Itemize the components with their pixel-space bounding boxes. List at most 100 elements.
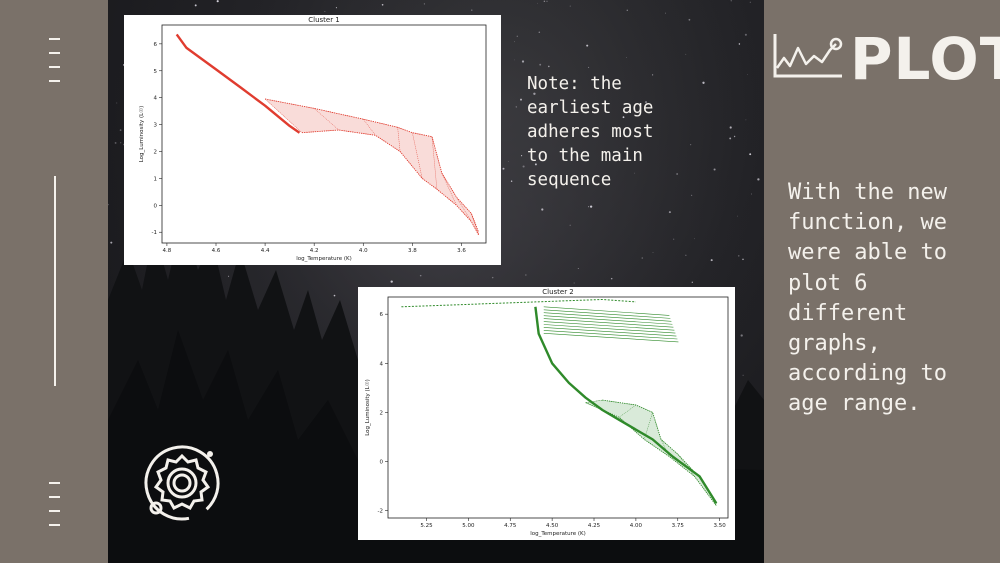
star [694, 238, 695, 240]
cluster-1-plot: Cluster 1 log_Temperature (K) Log_Luminosi… [139, 16, 487, 262]
star [539, 63, 542, 66]
star [622, 116, 625, 119]
star [673, 238, 675, 240]
description-text: With the new function, we were able to p… [788, 180, 947, 417]
star [577, 267, 579, 270]
star [588, 66, 590, 68]
x-tick-label: 5.25 [420, 523, 433, 529]
isochrone-track [618, 404, 637, 418]
left-rail [0, 0, 108, 563]
x-tick-label: 4.6 [212, 248, 221, 254]
star [514, 59, 515, 61]
x-tick-label: 4.4 [261, 248, 270, 254]
star [108, 203, 109, 206]
star [652, 251, 654, 253]
y-tick-label: 0 [154, 203, 158, 209]
giant-branch-track [543, 330, 678, 340]
star [626, 56, 628, 58]
line-chart-icon [773, 34, 843, 78]
star [644, 101, 648, 104]
star [569, 224, 571, 226]
y-tick-label: 1 [154, 176, 158, 182]
star [651, 74, 654, 76]
x-tick-label: 3.75 [672, 523, 685, 529]
star [333, 294, 336, 297]
star [641, 257, 644, 259]
star [710, 259, 713, 262]
isochrone-track [397, 127, 401, 152]
plot-frame [161, 24, 487, 244]
star [742, 374, 744, 376]
star [587, 206, 590, 208]
rail-dash [49, 496, 60, 498]
main-sequence-line [534, 306, 718, 504]
star [744, 33, 747, 36]
star [589, 205, 593, 208]
star [586, 44, 589, 47]
star [749, 153, 752, 156]
note-text: Note: the earliest age adheres most to t… [527, 74, 654, 190]
isochrone-track [431, 136, 438, 190]
star [702, 81, 705, 84]
star [676, 173, 678, 175]
giant-branch-track [543, 309, 671, 319]
star [120, 142, 122, 144]
isochrone-track [363, 119, 376, 136]
isochrone-band [584, 399, 717, 507]
y-tick-label: 2 [380, 410, 384, 416]
star [491, 276, 494, 279]
star [515, 106, 517, 108]
cluster-2-plot: Cluster 2 log_Temperature (K) Log_Luminosi… [365, 288, 729, 537]
isochrone-upper [265, 98, 480, 233]
isochrone-track [677, 454, 695, 477]
star [534, 163, 537, 166]
star [114, 141, 117, 144]
star [419, 274, 422, 277]
isochrone-lower [301, 129, 479, 236]
star [583, 134, 584, 135]
star [324, 11, 326, 12]
star [514, 41, 515, 43]
star [665, 12, 666, 14]
rail-dash [49, 80, 60, 82]
star [688, 18, 691, 21]
right-panel [764, 0, 1000, 563]
star [538, 31, 541, 33]
star [746, 74, 748, 76]
star [729, 137, 732, 140]
star [543, 0, 546, 3]
star [216, 0, 219, 3]
y-tick-label: 6 [154, 42, 158, 48]
star [738, 255, 740, 257]
x-tick-label: 4.25 [588, 523, 601, 529]
isochrone-track [471, 213, 479, 236]
star [381, 3, 384, 6]
x-tick-label: 4.8 [163, 248, 172, 254]
giant-branch-track [543, 333, 679, 343]
rail-dash [49, 38, 60, 40]
star [516, 35, 518, 37]
star [745, 119, 747, 121]
y-tick-label: -2 [378, 509, 383, 515]
cluster-2-chart: Cluster 2 log_Temperature (K) Log_Luminosi… [358, 287, 735, 540]
giant-branch-track [543, 324, 676, 334]
star [335, 7, 337, 9]
star [690, 194, 693, 197]
star [116, 102, 118, 104]
cluster-1-chart: Cluster 1 log_Temperature (K) Log_Luminosi… [124, 15, 501, 265]
star [610, 277, 613, 280]
star [390, 280, 393, 283]
star [690, 144, 692, 146]
star [536, 2, 538, 4]
star [228, 275, 230, 277]
isochrone-track [456, 197, 472, 222]
star [733, 135, 736, 138]
giant-branch-track [543, 312, 672, 322]
star [685, 53, 687, 55]
star [691, 281, 693, 283]
star [737, 215, 738, 217]
rail-dash [49, 482, 60, 484]
star [510, 180, 513, 182]
star [740, 334, 743, 337]
star [471, 9, 473, 11]
